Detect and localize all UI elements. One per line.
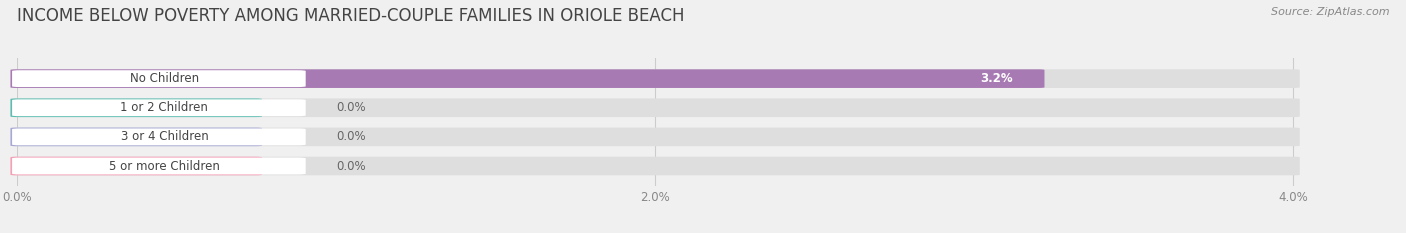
- Text: 3.2%: 3.2%: [980, 72, 1012, 85]
- Text: 0.0%: 0.0%: [336, 130, 366, 143]
- Text: 0.0%: 0.0%: [336, 101, 366, 114]
- FancyBboxPatch shape: [10, 157, 262, 175]
- FancyBboxPatch shape: [10, 99, 262, 117]
- Text: INCOME BELOW POVERTY AMONG MARRIED-COUPLE FAMILIES IN ORIOLE BEACH: INCOME BELOW POVERTY AMONG MARRIED-COUPL…: [17, 7, 685, 25]
- Text: 0.0%: 0.0%: [336, 160, 366, 172]
- Text: No Children: No Children: [129, 72, 200, 85]
- FancyBboxPatch shape: [13, 128, 305, 145]
- FancyBboxPatch shape: [13, 158, 305, 175]
- FancyBboxPatch shape: [10, 69, 1299, 88]
- FancyBboxPatch shape: [13, 99, 305, 116]
- FancyBboxPatch shape: [10, 157, 1299, 175]
- FancyBboxPatch shape: [10, 128, 262, 146]
- Text: 1 or 2 Children: 1 or 2 Children: [121, 101, 208, 114]
- FancyBboxPatch shape: [10, 69, 1045, 88]
- Text: 3 or 4 Children: 3 or 4 Children: [121, 130, 208, 143]
- FancyBboxPatch shape: [10, 99, 1299, 117]
- Text: 5 or more Children: 5 or more Children: [110, 160, 219, 172]
- Text: Source: ZipAtlas.com: Source: ZipAtlas.com: [1271, 7, 1389, 17]
- FancyBboxPatch shape: [10, 128, 1299, 146]
- FancyBboxPatch shape: [13, 70, 305, 87]
